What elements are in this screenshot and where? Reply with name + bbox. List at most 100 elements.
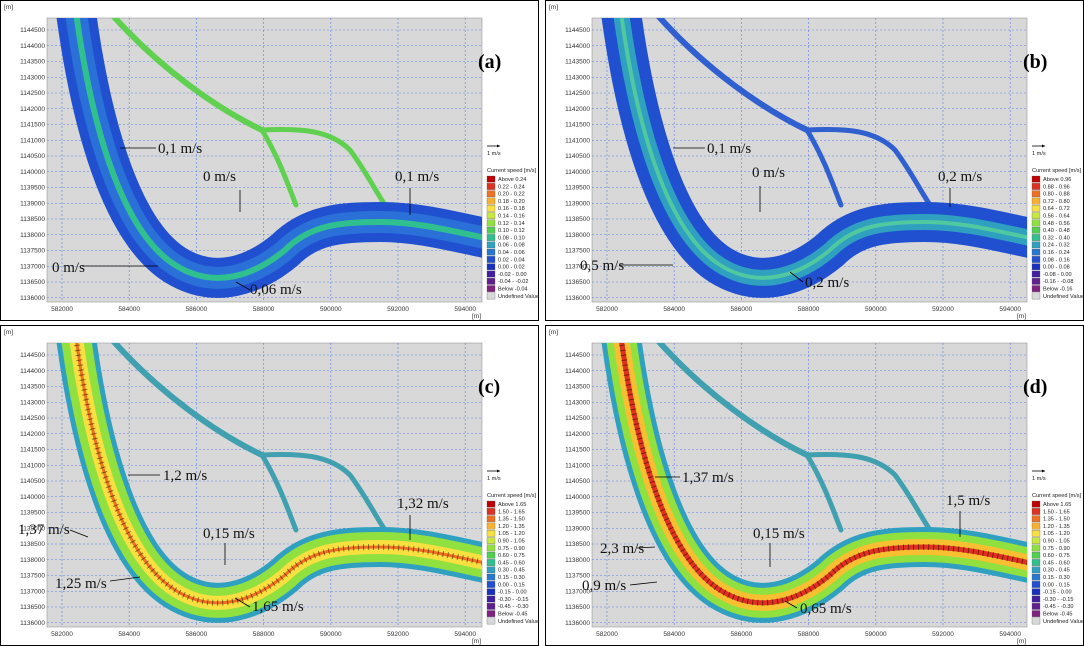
- river-branch: [804, 127, 844, 208]
- scale-arrow-head: [1042, 144, 1045, 148]
- legend-swatch: [486, 234, 496, 241]
- legend-swatch: [1031, 508, 1041, 515]
- y-tick-label: 1143000: [565, 399, 590, 406]
- legend-swatch: [1031, 226, 1041, 234]
- y-tick-label: 1144000: [565, 43, 590, 50]
- legend-label: 0.15 - 0.30: [498, 575, 525, 581]
- legend-title: Current speed [m/s]: [487, 168, 537, 174]
- legend-swatch: [486, 205, 496, 212]
- river-branch: [111, 18, 265, 133]
- legend-swatch: [1031, 581, 1041, 588]
- river-branch: [111, 343, 265, 458]
- scale-arrow-head: [497, 144, 500, 148]
- river-branch: [259, 127, 299, 208]
- legend-swatch: [486, 256, 496, 263]
- annotation: 1,25 m/s: [55, 576, 107, 592]
- y-tick-label: 1143500: [565, 59, 590, 66]
- legend-swatch: [486, 248, 496, 256]
- legend-swatch: [1031, 183, 1041, 190]
- annotation: 0 m/s: [52, 260, 85, 276]
- legend-swatch: [486, 263, 496, 271]
- legend-swatch: [1031, 544, 1041, 552]
- legend-swatch: [1031, 595, 1041, 603]
- legend-swatch: [1031, 588, 1041, 596]
- y-tick-label: 1138500: [20, 541, 45, 548]
- y-tick-label: 1144500: [20, 27, 45, 34]
- legend-swatch: [486, 183, 496, 190]
- annotation: 2,3 m/s: [600, 541, 644, 557]
- legend-swatch: [486, 573, 496, 581]
- y-tick-label: 1144000: [20, 43, 45, 50]
- legend-label: Below -0.04: [498, 287, 528, 293]
- legend-label: 0.40 - 0.48: [1043, 228, 1070, 234]
- legend-swatch: [1031, 219, 1041, 227]
- y-tick-label: 1143000: [20, 74, 45, 81]
- river-branch: [259, 452, 299, 533]
- legend-label: 0.16 - 0.24: [1043, 250, 1070, 256]
- y-tick-label: 1137000: [20, 588, 45, 595]
- y-tick-label: 1137500: [20, 248, 45, 255]
- legend-label: -0.16 - -0.08: [1043, 279, 1073, 285]
- legend-title: Current speed [m/s]: [487, 493, 537, 499]
- legend-label: Undefined Value: [1043, 294, 1084, 300]
- legend-label: 0.24 - 0.32: [1043, 243, 1070, 249]
- legend-label: 0.45 - 0.60: [1043, 560, 1070, 566]
- legend-label: 0.00 - 0.08: [1043, 265, 1070, 271]
- legend-swatch: [1031, 256, 1041, 263]
- y-tick-label: 1141000: [565, 137, 590, 144]
- legend-swatch: [1031, 248, 1041, 256]
- legend-swatch: [486, 508, 496, 515]
- x-tick-label: 586000: [731, 306, 753, 313]
- map-panel: [m] [m] 582000 584000 586000 588000 590000 5920…: [545, 325, 1084, 646]
- legend-label: -0.02 - 0.00: [498, 272, 527, 278]
- legend-label: Undefined Value: [1043, 619, 1084, 625]
- legend-label: 1.50 - 1.65: [498, 509, 525, 515]
- legend-label: 0.72 - 0.80: [1043, 199, 1070, 205]
- y-tick-label: 1139500: [20, 510, 45, 517]
- y-tick-label: 1140500: [20, 478, 45, 485]
- x-tick-label: 582000: [51, 631, 73, 638]
- x-tick-label: 590000: [865, 306, 887, 313]
- legend-swatch: [1031, 263, 1041, 271]
- legend-swatch: [1031, 515, 1041, 523]
- y-tick-label: 1142000: [20, 106, 45, 113]
- y-tick-label: 1144000: [20, 368, 45, 375]
- y-tick-label: 1141500: [565, 447, 590, 454]
- legend-swatch: [1031, 603, 1041, 610]
- river-branch: [656, 343, 810, 458]
- y-tick-label: 1142500: [565, 415, 590, 422]
- x-tick-label: 594000: [454, 306, 476, 313]
- y-tick-label: 1136500: [565, 604, 590, 611]
- river: [56, 343, 482, 623]
- y-tick-label: 1136500: [20, 279, 45, 286]
- y-tick-label: 1142000: [20, 431, 45, 438]
- legend-label: -0.45 - -0.30: [498, 604, 528, 610]
- legend-swatch: [486, 292, 496, 300]
- scale-arrow-head: [1042, 469, 1045, 473]
- legend-swatch: [486, 285, 496, 292]
- unit-label: [m]: [1017, 313, 1026, 320]
- legend-label: 0.75 - 0.90: [498, 546, 525, 552]
- legend-label: Above 0.24: [498, 177, 526, 183]
- legend-swatch: [486, 603, 496, 610]
- legend-label: -0.08 - 0.00: [1043, 272, 1072, 278]
- legend-swatch: [1031, 175, 1041, 183]
- annotation: 0,1 m/s: [707, 141, 751, 157]
- y-tick-label: 1138000: [565, 557, 590, 564]
- legend-label: Below -0.45: [498, 612, 528, 618]
- river-branch: [804, 126, 933, 208]
- legend-swatch: [486, 241, 496, 249]
- unit-label: [m]: [549, 329, 558, 336]
- x-tick-label: 588000: [253, 631, 275, 638]
- y-tick-label: 1143500: [565, 384, 590, 391]
- leader-line: [636, 546, 656, 549]
- legend-label: 0.90 - 1.05: [1043, 539, 1070, 545]
- legend-label: -0.15 - 0.00: [498, 590, 527, 596]
- legend-label: -0.30 - -0.15: [498, 597, 528, 603]
- y-tick-label: 1144500: [565, 27, 590, 34]
- y-tick-label: 1139500: [20, 185, 45, 192]
- x-tick-label: 592000: [387, 631, 409, 638]
- x-tick-label: 586000: [731, 631, 753, 638]
- panel-label: (a): [478, 51, 501, 73]
